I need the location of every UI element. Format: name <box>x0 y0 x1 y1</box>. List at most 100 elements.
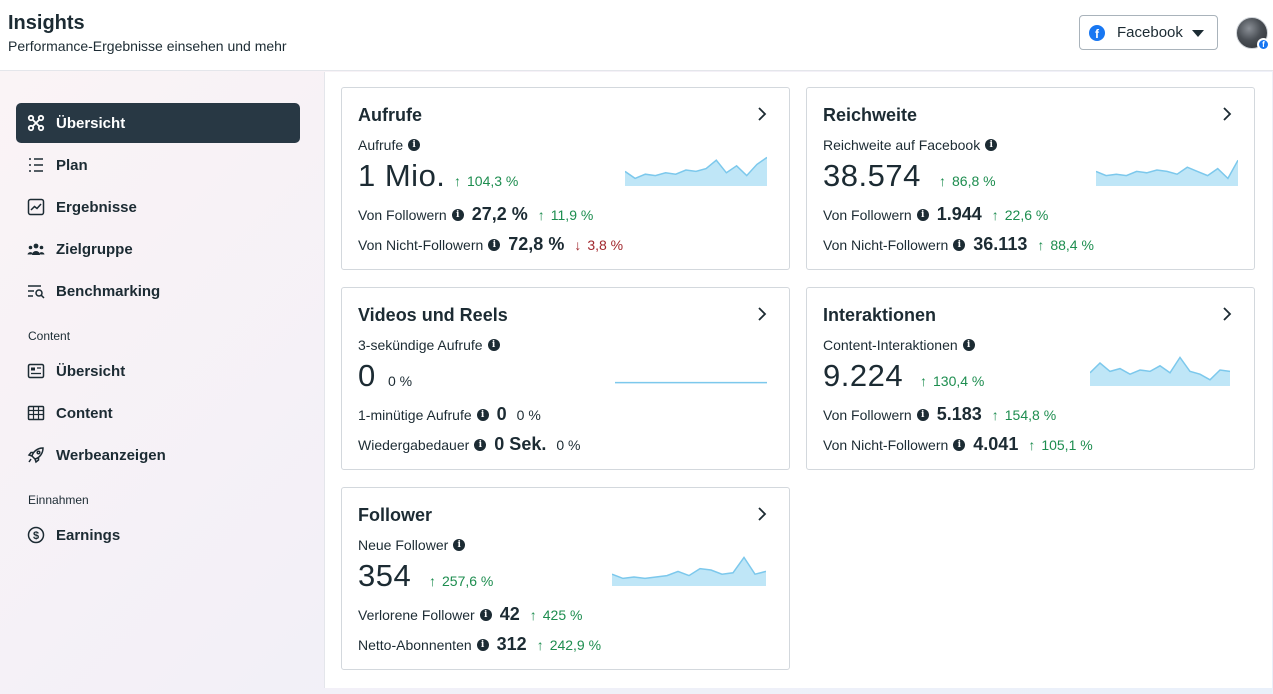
stat-row-label: Netto-Abonnenten <box>358 636 472 653</box>
arrow-up-icon: ↑ <box>429 573 436 589</box>
stat-row-change: ↑ 105,1 % <box>1028 437 1092 453</box>
sparkline-area <box>1096 160 1238 186</box>
info-icon[interactable]: i <box>408 139 421 151</box>
stat-row: Wiedergabedauer i 0 Sek. 0 % <box>358 434 580 455</box>
sidebar-item-label: Content <box>56 404 113 422</box>
metric-label: 3-sekündige Aufrufe i <box>358 337 500 353</box>
metric-value: 0 <box>358 358 376 393</box>
sidebar-item-label: Plan <box>56 156 88 174</box>
info-icon[interactable]: i <box>487 339 500 351</box>
info-icon[interactable]: i <box>479 608 492 621</box>
info-icon[interactable]: i <box>916 208 929 221</box>
page-header: Insights Performance-Ergebnisse einsehen… <box>0 0 1273 71</box>
stat-row-change-text: 88,4 % <box>1050 236 1094 253</box>
metric-value: 354 <box>358 558 412 593</box>
stat-row-label: Von Nicht-Followern <box>823 436 949 453</box>
info-icon[interactable]: i <box>953 238 966 251</box>
stat-row-label: Von Nicht-Followern <box>823 236 949 253</box>
card-interactions[interactable]: Interaktionen Content-Interaktionen i 9.2… <box>806 287 1255 470</box>
sidebar-item-plan[interactable]: Plan <box>16 145 300 185</box>
caret-down-icon <box>1192 30 1204 37</box>
metric-label-text: Neue Follower <box>358 537 449 553</box>
metric-label: Reichweite auf Facebook i <box>823 137 998 153</box>
sidebar-item-label: Ergebnisse <box>56 198 137 216</box>
stat-row-value: 4.041 <box>973 434 1019 454</box>
sidebar-item-content-overview[interactable]: Übersicht <box>16 351 300 391</box>
stat-row-value: 72,8 % <box>508 234 565 254</box>
sparkline-line <box>612 556 766 580</box>
sidebar-item-label: Übersicht <box>56 362 126 380</box>
facebook-logo-icon: f <box>1089 24 1105 41</box>
metric-change: 0 % <box>388 373 413 389</box>
arrow-up-icon: ↑ <box>991 406 999 423</box>
arrow-up-icon: ↑ <box>991 206 999 223</box>
info-icon[interactable]: i <box>953 438 966 451</box>
card-title: Follower <box>358 505 433 525</box>
sidebar-item-content[interactable]: Content <box>16 393 300 433</box>
sparkline-chart <box>612 556 766 586</box>
sidebar-item-ads[interactable]: Werbeanzeigen <box>16 435 300 475</box>
info-icon[interactable]: i <box>985 139 998 151</box>
metric-label-text: Reichweite auf Facebook <box>823 137 981 153</box>
stat-row: 1-minütige Aufrufe i 0 0 % <box>358 404 541 425</box>
chevron-right-icon <box>1223 307 1232 321</box>
stat-row-change-text: 22,6 % <box>1004 206 1049 223</box>
card-views[interactable]: Aufrufe Aufrufe i 1 Mio. ↑ 104,3 % Von Fol… <box>341 87 790 270</box>
sidebar-item-label: Werbeanzeigen <box>56 446 166 464</box>
chart-line-icon <box>26 197 46 217</box>
stat-row-change-text: 425 % <box>542 606 583 623</box>
info-icon[interactable]: i <box>916 408 929 421</box>
info-icon[interactable]: i <box>962 339 975 351</box>
chevron-right-icon <box>758 507 767 521</box>
sidebar-item-overview[interactable]: Übersicht <box>16 103 300 143</box>
card-videos-reels[interactable]: Videos und Reels 3-sekündige Aufrufe i 0 … <box>341 287 790 470</box>
table-icon <box>26 403 46 423</box>
sidebar-item-results[interactable]: Ergebnisse <box>16 187 300 227</box>
audience-icon <box>26 239 46 259</box>
platform-select[interactable]: f Facebook <box>1079 15 1218 50</box>
stat-row: Von Nicht-Followern i 72,8 % ↓ 3,8 % <box>358 234 623 255</box>
sparkline-line <box>1096 159 1238 180</box>
stat-row-value: 36.113 <box>973 234 1028 254</box>
stat-row-label: Verlorene Follower <box>358 606 475 623</box>
sidebar-item-benchmarking[interactable]: Benchmarking <box>16 271 300 311</box>
info-icon[interactable]: i <box>488 238 501 251</box>
metric-label-text: Aufrufe <box>358 137 404 153</box>
arrow-down-icon: ↓ <box>574 236 582 253</box>
info-icon[interactable]: i <box>474 438 487 451</box>
card-reach[interactable]: Reichweite Reichweite auf Facebook i 38.5… <box>806 87 1255 270</box>
avatar[interactable]: f <box>1236 17 1270 51</box>
stat-row-label: Von Followern <box>358 206 447 223</box>
info-icon[interactable]: i <box>453 539 466 551</box>
dollar-icon: $ <box>26 525 46 545</box>
metric-change-text: 104,3 % <box>467 173 519 189</box>
sidebar-item-audience[interactable]: Zielgruppe <box>16 229 300 269</box>
page-subtitle: Performance-Ergebnisse einsehen und mehr <box>8 38 287 54</box>
stat-row: Von Nicht-Followern i 4.041 ↑ 105,1 % <box>823 434 1093 455</box>
stat-row-value: 0 Sek. <box>494 434 547 454</box>
svg-text:$: $ <box>33 530 39 542</box>
stat-row-value: 27,2 % <box>471 204 528 224</box>
metric-label: Aufrufe i <box>358 137 421 153</box>
card-icon <box>26 361 46 381</box>
main-panel: Aufrufe Aufrufe i 1 Mio. ↑ 104,3 % Von Fol… <box>324 72 1272 688</box>
stat-row-change-text: 11,9 % <box>550 206 594 223</box>
sparkline-area <box>612 557 766 586</box>
stat-row-label: Von Followern <box>823 406 912 423</box>
stat-row: Von Followern i 1.944 ↑ 22,6 % <box>823 204 1048 225</box>
sparkline-area <box>1090 357 1230 386</box>
chevron-right-icon <box>758 107 767 121</box>
info-icon[interactable]: i <box>476 638 489 651</box>
stat-row-change-text: 154,8 % <box>1004 406 1057 423</box>
chevron-right-icon <box>1223 107 1232 121</box>
stat-row-change: ↑ 22,6 % <box>992 207 1049 223</box>
info-icon[interactable]: i <box>476 408 489 421</box>
arrow-up-icon: ↑ <box>529 606 537 623</box>
card-followers[interactable]: Follower Neue Follower i 354 ↑ 257,6 % Ver… <box>341 487 790 670</box>
stat-row: Von Nicht-Followern i 36.113 ↑ 88,4 % <box>823 234 1094 255</box>
metric-change-text: 86,8 % <box>952 173 996 189</box>
info-icon[interactable]: i <box>451 208 464 221</box>
sidebar-item-earnings[interactable]: $ Earnings <box>16 515 300 555</box>
sidebar-item-label: Earnings <box>56 526 121 544</box>
platform-select-label: Facebook <box>1117 24 1183 41</box>
